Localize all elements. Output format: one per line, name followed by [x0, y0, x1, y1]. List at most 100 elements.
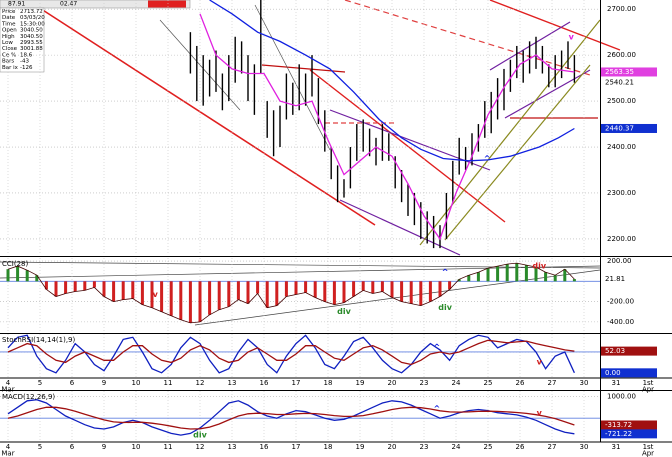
- info-label: Low: [2, 40, 13, 46]
- info-value: 3040.50: [20, 34, 43, 40]
- bar: [64, 281, 68, 294]
- bar: [534, 267, 538, 282]
- annotation: ^: [433, 404, 440, 413]
- bar: [457, 279, 461, 282]
- y-tick-label: 2200.00: [607, 235, 636, 243]
- bar: [323, 281, 327, 302]
- toolbar-value: 02.47: [60, 1, 77, 8]
- annotation: div: [438, 303, 452, 312]
- y-tick-label: -400.00: [607, 318, 634, 326]
- last-value-label: -721.22: [605, 430, 632, 438]
- bar: [390, 281, 394, 298]
- x-tick-label: 17: [292, 443, 301, 451]
- bar: [515, 263, 519, 282]
- x-tick-label: 18: [324, 443, 333, 451]
- bar: [313, 281, 317, 298]
- bar: [486, 268, 490, 282]
- trendline: [489, 0, 621, 51]
- x-tick-label: 6: [70, 443, 75, 451]
- info-value: 2713.72: [20, 9, 43, 15]
- y-tick-label: -200.00: [607, 298, 634, 306]
- info-value: 18.6: [20, 52, 33, 58]
- bar: [160, 281, 164, 312]
- info-box: [0, 7, 45, 73]
- bar: [284, 281, 288, 297]
- series-line: [7, 406, 575, 430]
- bar: [73, 281, 77, 292]
- bar: [140, 281, 144, 305]
- info-label: Open: [2, 28, 17, 34]
- last-value-box: [601, 346, 657, 356]
- info-label: Close: [2, 46, 18, 52]
- x-tick-label: 13: [228, 443, 237, 451]
- x-tick-month: Apr: [642, 450, 654, 457]
- last-value-label: 2563.35: [605, 68, 634, 76]
- x-tick-label: 16: [260, 379, 269, 387]
- x-tick-label: 11: [164, 443, 173, 451]
- annotation: div: [193, 430, 207, 439]
- series-line: [7, 399, 575, 436]
- y-tick-label: 2500.00: [607, 97, 636, 105]
- info-value: 15:30:00: [20, 21, 45, 27]
- bar: [438, 281, 442, 297]
- panel: [0, 0, 600, 255]
- bar: [169, 281, 173, 316]
- annotation: div: [532, 262, 546, 271]
- series-line: [199, 13, 575, 241]
- bar: [553, 275, 557, 282]
- x-tick-label: 27: [548, 379, 557, 387]
- x-tick-label: 10: [132, 379, 141, 387]
- toolbar-button[interactable]: [148, 0, 186, 8]
- x-tick-label: 18: [324, 379, 333, 387]
- bar: [294, 281, 298, 295]
- bar: [188, 281, 192, 323]
- x-tick-label: 5: [38, 379, 42, 387]
- bar: [428, 281, 432, 302]
- last-value-label: 52.03: [605, 347, 625, 355]
- y-tick-label: 200.00: [607, 257, 632, 265]
- x-tick-label: 10: [132, 443, 141, 451]
- x-tick-label: 5: [38, 443, 42, 451]
- annotation: v: [537, 409, 543, 418]
- x-tick-label: 16: [260, 443, 269, 451]
- bar: [371, 281, 375, 294]
- trendline: [504, 69, 591, 119]
- bar: [496, 266, 500, 282]
- annotation: v: [569, 32, 575, 41]
- last-value-box: [601, 78, 657, 88]
- x-tick-label: 30: [580, 379, 589, 387]
- bar: [505, 264, 509, 282]
- x-tick-label: 27: [548, 443, 557, 451]
- trendline: [0, 261, 601, 269]
- info-label: Date: [2, 15, 16, 21]
- last-value-label: 2440.37: [605, 124, 634, 132]
- x-tick-label: 9: [102, 443, 106, 451]
- last-value-box: [601, 123, 657, 133]
- series-line: [7, 339, 575, 366]
- bar: [352, 281, 356, 297]
- panel: [0, 334, 600, 377]
- toolbar-value: 87.91: [8, 1, 25, 8]
- trendline: [419, 19, 601, 246]
- x-tick-label: 12: [196, 443, 205, 451]
- trendline: [444, 64, 591, 241]
- panel-title: MACD(12,26,9): [2, 393, 55, 401]
- annotation: v: [537, 357, 543, 366]
- last-value-box: [601, 429, 657, 439]
- last-value-box: [601, 274, 657, 284]
- x-tick-label: 20: [388, 379, 397, 387]
- bar: [409, 281, 413, 304]
- info-value: -43: [20, 59, 29, 65]
- bar: [524, 265, 528, 282]
- bar: [102, 281, 106, 297]
- x-tick-label: 23: [420, 443, 429, 451]
- annotation: ^: [484, 154, 491, 163]
- annotation: ^: [433, 342, 440, 351]
- last-value-label: 21.81: [605, 275, 625, 283]
- x-tick-month: Mar: [1, 450, 14, 457]
- annotation: div: [337, 307, 351, 316]
- annotation: ^: [442, 268, 449, 277]
- x-tick-month: Mar: [1, 386, 14, 394]
- x-tick-label: 12: [196, 379, 205, 387]
- bar: [246, 281, 250, 304]
